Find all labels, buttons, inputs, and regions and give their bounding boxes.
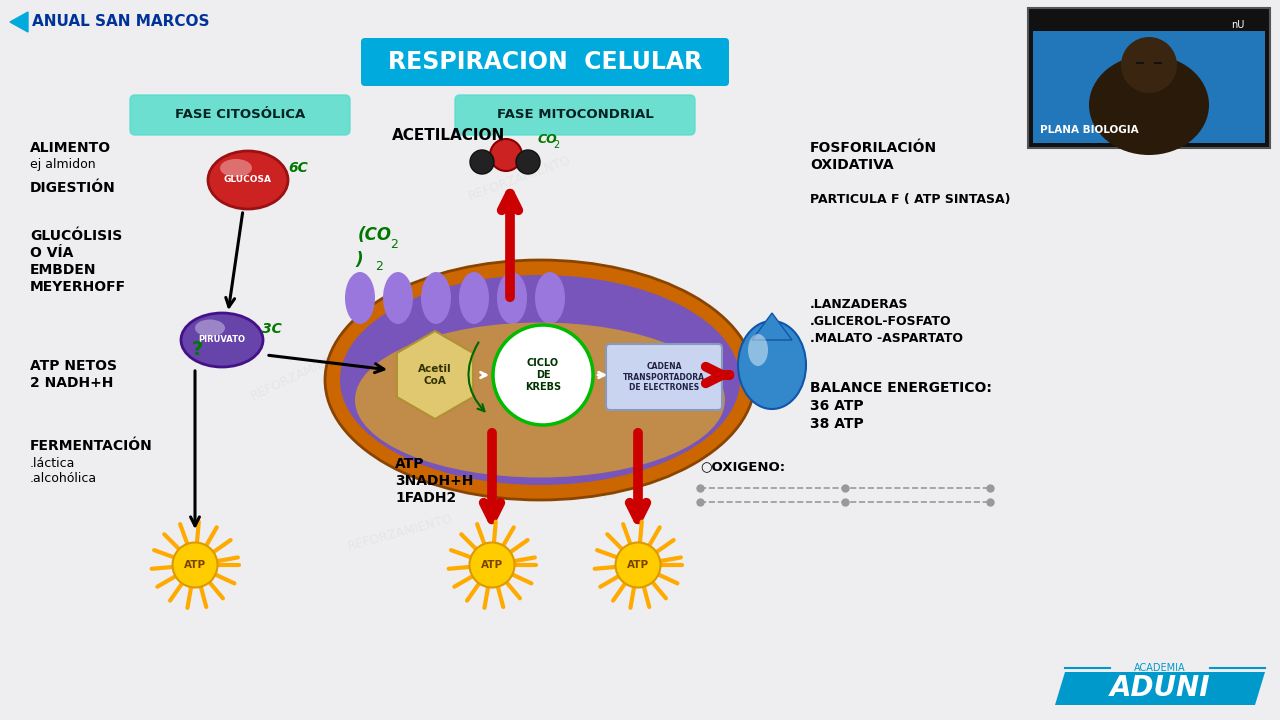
- Text: .alcohólica: .alcohólica: [29, 472, 97, 485]
- Text: CO: CO: [538, 133, 558, 146]
- Ellipse shape: [460, 272, 489, 324]
- Polygon shape: [397, 331, 474, 419]
- Text: 6C: 6C: [288, 161, 307, 175]
- Text: ATP: ATP: [627, 560, 649, 570]
- Text: REFORZAMIENTO: REFORZAMIENTO: [248, 346, 352, 403]
- Text: 3C: 3C: [262, 322, 282, 336]
- Text: .láctica: .láctica: [29, 457, 76, 470]
- Text: ACETILACION: ACETILACION: [392, 128, 506, 143]
- Circle shape: [493, 325, 593, 425]
- Text: CICLO
DE
KREBS: CICLO DE KREBS: [525, 359, 561, 392]
- Circle shape: [1121, 37, 1178, 93]
- Text: BALANCE ENERGETICO:: BALANCE ENERGETICO:: [810, 381, 992, 395]
- Ellipse shape: [207, 151, 288, 209]
- FancyBboxPatch shape: [361, 38, 730, 86]
- Text: (CO: (CO: [358, 226, 392, 244]
- Polygon shape: [1055, 672, 1265, 705]
- Ellipse shape: [497, 272, 527, 324]
- Text: OXIDATIVA: OXIDATIVA: [810, 158, 893, 172]
- Circle shape: [470, 542, 515, 588]
- Text: ACADEMIA: ACADEMIA: [1134, 663, 1185, 673]
- Ellipse shape: [346, 272, 375, 324]
- Ellipse shape: [220, 159, 252, 177]
- Text: PARTICULA F ( ATP SINTASA): PARTICULA F ( ATP SINTASA): [810, 193, 1010, 206]
- Text: FASE CITOSÓLICA: FASE CITOSÓLICA: [175, 109, 305, 122]
- Text: REFORZAMIENTO: REFORZAMIENTO: [467, 153, 573, 203]
- Circle shape: [490, 139, 522, 171]
- Text: 1FADH2: 1FADH2: [396, 491, 456, 505]
- Text: ?: ?: [192, 340, 204, 359]
- Ellipse shape: [383, 272, 413, 324]
- Polygon shape: [753, 313, 792, 340]
- Text: GLUCÓLISIS: GLUCÓLISIS: [29, 229, 123, 243]
- Text: CADENA
TRANSPORTADORA
DE ELECTRONES: CADENA TRANSPORTADORA DE ELECTRONES: [623, 362, 705, 392]
- Text: PIRUVATO: PIRUVATO: [198, 336, 246, 344]
- Text: FOSFORILACIÓN: FOSFORILACIÓN: [810, 141, 937, 155]
- Text: nU: nU: [1231, 20, 1245, 30]
- Text: ATP: ATP: [481, 560, 503, 570]
- Text: .MALATO -ASPARTATO: .MALATO -ASPARTATO: [810, 332, 963, 345]
- Text: ANUAL SAN MARCOS: ANUAL SAN MARCOS: [32, 14, 210, 30]
- Ellipse shape: [535, 272, 564, 324]
- FancyBboxPatch shape: [454, 95, 695, 135]
- Text: DIGESTIÓN: DIGESTIÓN: [29, 181, 115, 195]
- Ellipse shape: [1089, 55, 1210, 155]
- Text: 36 ATP: 36 ATP: [810, 399, 864, 413]
- Text: PLANA BIOLOGIA: PLANA BIOLOGIA: [1039, 125, 1139, 135]
- Text: RESPIRACION  CELULAR: RESPIRACION CELULAR: [388, 50, 703, 74]
- FancyBboxPatch shape: [1033, 13, 1265, 31]
- Circle shape: [470, 150, 494, 174]
- Text: ALIMENTO: ALIMENTO: [29, 141, 111, 155]
- Text: FERMENTACIÓN: FERMENTACIÓN: [29, 439, 152, 453]
- Text: ATP: ATP: [184, 560, 206, 570]
- Text: 2: 2: [375, 260, 383, 273]
- Text: REFORZAMIENTO: REFORZAMIENTO: [600, 438, 700, 503]
- Text: MEYERHOFF: MEYERHOFF: [29, 280, 127, 294]
- Polygon shape: [10, 12, 28, 32]
- Text: .LANZADERAS: .LANZADERAS: [810, 298, 909, 311]
- Circle shape: [616, 542, 660, 588]
- FancyBboxPatch shape: [131, 95, 349, 135]
- Ellipse shape: [421, 272, 451, 324]
- Circle shape: [173, 542, 218, 588]
- Text: REFORZAMIENTO: REFORZAMIENTO: [346, 513, 454, 553]
- Text: ATP: ATP: [396, 457, 425, 471]
- Text: ej almidon: ej almidon: [29, 158, 96, 171]
- Circle shape: [516, 150, 540, 174]
- Text: GLUCOSA: GLUCOSA: [224, 176, 273, 184]
- Text: O VÍA: O VÍA: [29, 246, 73, 260]
- Text: EMBDEN: EMBDEN: [29, 263, 96, 277]
- Ellipse shape: [195, 320, 225, 336]
- Ellipse shape: [340, 275, 740, 485]
- Text: 3NADH+H: 3NADH+H: [396, 474, 474, 488]
- Text: ATP NETOS: ATP NETOS: [29, 359, 116, 373]
- Ellipse shape: [748, 334, 768, 366]
- FancyBboxPatch shape: [605, 344, 722, 410]
- Text: 2: 2: [390, 238, 398, 251]
- Text: Acetil
CoA: Acetil CoA: [419, 364, 452, 386]
- Text: ADUNI: ADUNI: [1110, 674, 1211, 702]
- Text: 2: 2: [553, 140, 559, 150]
- Text: FASE MITOCONDRIAL: FASE MITOCONDRIAL: [497, 109, 653, 122]
- Text: .GLICEROL-FOSFATO: .GLICEROL-FOSFATO: [810, 315, 951, 328]
- Text: ○OXIGENO:: ○OXIGENO:: [700, 460, 785, 473]
- Text: 2 NADH+H: 2 NADH+H: [29, 376, 114, 390]
- Ellipse shape: [355, 323, 724, 477]
- Ellipse shape: [325, 260, 755, 500]
- FancyBboxPatch shape: [1033, 13, 1265, 143]
- Text: ): ): [355, 251, 362, 269]
- FancyBboxPatch shape: [1028, 8, 1270, 148]
- Text: 38 ATP: 38 ATP: [810, 417, 864, 431]
- Ellipse shape: [739, 321, 806, 409]
- Ellipse shape: [180, 313, 262, 367]
